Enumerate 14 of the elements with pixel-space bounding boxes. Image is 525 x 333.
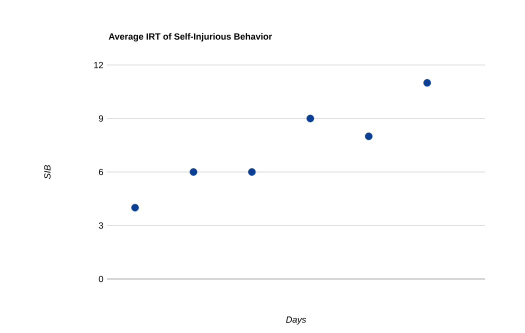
- y-tick-label: 6: [98, 168, 104, 176]
- point: [248, 168, 256, 176]
- chart-title: Average IRT of Self-Injurious Behavior: [108, 33, 272, 42]
- point: [306, 114, 314, 122]
- y-tick-label: 12: [94, 62, 104, 68]
- point: [131, 204, 139, 212]
- point: [364, 132, 373, 140]
- point: [190, 168, 198, 176]
- y-tick-label: 0: [98, 276, 104, 282]
- y-tick-label: 9: [98, 115, 104, 122]
- y-tick-label: 3: [98, 222, 104, 229]
- point: [423, 79, 431, 87]
- y-axis-title: SIB: [44, 165, 51, 179]
- x-axis-title: Days: [286, 316, 306, 325]
